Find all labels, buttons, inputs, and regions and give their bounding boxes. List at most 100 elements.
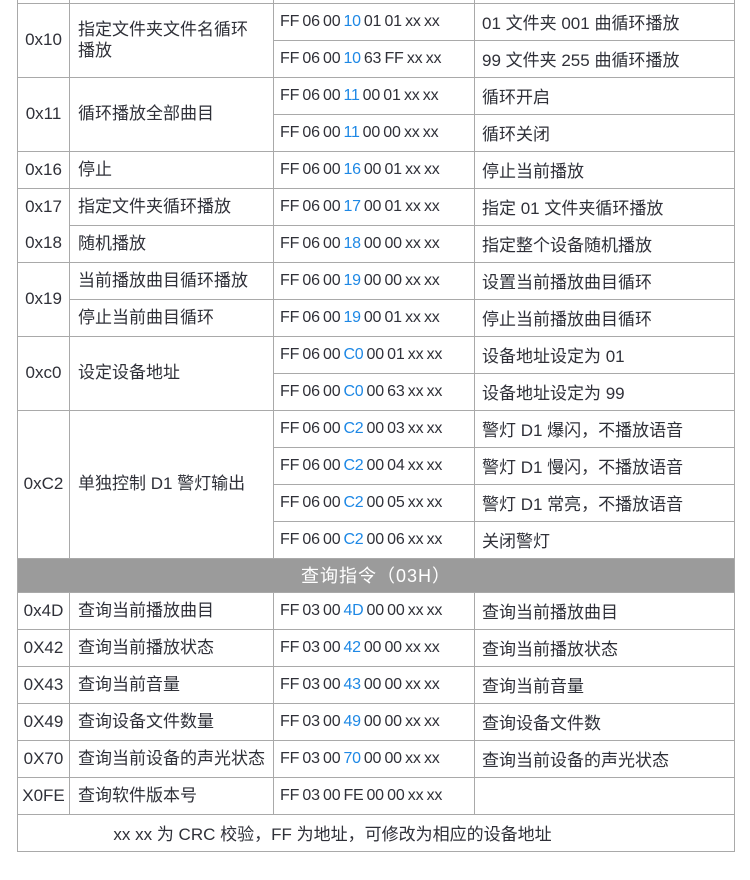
hex-opcode: FE [343, 786, 364, 804]
hex-prefix: FF 06 00 [280, 49, 341, 67]
section-header-query-commands: 查询指令（03H） [17, 557, 735, 593]
command-result-cell: 循环开启 [474, 76, 735, 115]
hex-suffix: 00 01 xx xx [366, 345, 443, 363]
hex-opcode: 19 [343, 271, 361, 289]
hex-prefix: FF 06 00 [280, 197, 341, 215]
command-bytes-cell: FF 06 00 11 00 00 xx xx [273, 113, 475, 152]
command-row: FF 06 00 C2 00 06 xx xx 关闭警灯 [18, 520, 735, 559]
hex-opcode: 18 [343, 234, 361, 252]
command-bytes-cell: FF 06 00 C0 00 63 xx xx [273, 372, 475, 411]
command-desc-cell: 指定文件夹文件名循环 播放 [69, 2, 274, 78]
command-desc-cell: 单独控制 D1 警灯输出 [69, 409, 274, 559]
command-result-cell [474, 776, 735, 815]
command-bytes-cell: FF 06 00 17 00 01 xx xx [273, 187, 475, 226]
hex-suffix: 00 05 xx xx [366, 493, 443, 511]
command-desc-cell: 当前播放曲目循环播放 [69, 261, 274, 300]
hex-opcode: C2 [343, 493, 364, 511]
hex-opcode: C0 [343, 345, 364, 363]
hex-opcode: 19 [343, 308, 361, 326]
command-result-cell: 警灯 D1 爆闪，不播放语音 [474, 409, 735, 448]
command-row: FF 06 00 10 63 FF xx xx 99 文件夹 255 曲循环播放 [18, 39, 735, 78]
hex-suffix: 00 00 xx xx [363, 712, 440, 730]
footer-section: xx xx 为 CRC 校验，FF 为地址，可修改为相应的设备地址 [17, 813, 735, 852]
command-code-cell: 0X43 [17, 665, 70, 704]
command-row: X0FE 查询软件版本号 FF 03 00 FE 00 00 xx xx [17, 776, 735, 815]
command-bytes-cell: FF 06 00 10 01 01 xx xx [273, 2, 475, 41]
command-row: 0x18 随机播放 FF 06 00 18 00 00 xx xx 指定整个设备随机… [17, 224, 735, 263]
command-code-cell: X0FE [17, 776, 70, 815]
command-code-cell: 0x11 [17, 76, 70, 152]
command-bytes-cell: FF 03 00 42 00 00 xx xx [273, 628, 475, 667]
command-code-cell: 0X49 [17, 702, 70, 741]
hex-suffix: 00 00 xx xx [363, 638, 440, 656]
command-bytes-cell: FF 06 00 11 00 01 xx xx [273, 76, 475, 115]
command-desc-cell: 停止 [69, 150, 274, 189]
hex-suffix: 00 00 xx xx [366, 786, 443, 804]
command-result-cell: 设备地址设定为 99 [474, 372, 735, 411]
command-code-cell: 0X42 [17, 628, 70, 667]
command-bytes-cell: FF 06 00 C2 00 03 xx xx [273, 409, 475, 448]
command-desc-cell: 随机播放 [69, 224, 274, 263]
control-commands-section: 0x10 指定文件夹文件名循环 播放 FF 06 00 10 01 01 xx xx… [17, 2, 735, 559]
command-code-cell: 0X70 [17, 739, 70, 778]
command-row: 0xc0 设定设备地址 FF 06 00 C0 00 01 xx xx 设备地址设定… [17, 335, 735, 411]
command-desc-cell: 查询当前播放状态 [69, 628, 274, 667]
command-bytes-cell: FF 06 00 16 00 01 xx xx [273, 150, 475, 189]
command-code-cell: 0x16 [17, 150, 70, 189]
command-result-cell: 停止当前播放曲目循环 [474, 298, 735, 337]
command-row: 0x19 当前播放曲目循环播放 FF 06 00 19 00 00 xx xx 设置… [17, 261, 735, 337]
hex-suffix: 63 FF xx xx [363, 49, 442, 67]
query-section-header: 查询指令（03H） [17, 557, 735, 593]
hex-opcode: 49 [343, 712, 361, 730]
command-row: 0X70 查询当前设备的声光状态 FF 03 00 70 00 00 xx xx 查… [17, 739, 735, 778]
hex-prefix: FF 06 00 [280, 345, 341, 363]
command-row: 0x16 停止 FF 06 00 16 00 01 xx xx 停止当前播放 [17, 150, 735, 189]
command-row: 0X49 查询设备文件数量 FF 03 00 49 00 00 xx xx 查询设备… [17, 702, 735, 741]
command-bytes-cell: FF 06 00 C0 00 01 xx xx [273, 335, 475, 374]
command-result-cell: 警灯 D1 常亮，不播放语音 [474, 483, 735, 522]
command-code-cell: 0x10 [17, 2, 70, 78]
command-bytes-cell: FF 03 00 FE 00 00 xx xx [273, 776, 475, 815]
command-result-cell: 循环关闭 [474, 113, 735, 152]
hex-opcode: 16 [343, 160, 361, 178]
command-code-cell: 0x4D [17, 591, 70, 630]
hex-prefix: FF 06 00 [280, 382, 341, 400]
hex-suffix: 00 00 xx xx [363, 675, 440, 693]
command-row: 0x17 指定文件夹循环播放 FF 06 00 17 00 01 xx xx 指定 … [17, 187, 735, 226]
hex-opcode: 70 [343, 749, 361, 767]
command-result-cell: 01 文件夹 001 曲循环播放 [474, 2, 735, 41]
hex-suffix: 00 06 xx xx [366, 530, 443, 548]
hex-suffix: 01 01 xx xx [363, 12, 440, 30]
hex-suffix: 00 01 xx xx [362, 86, 439, 104]
section-header-row: 查询指令（03H） [17, 557, 735, 593]
hex-prefix: FF 06 00 [280, 419, 341, 437]
hex-prefix: FF 06 00 [280, 308, 341, 326]
command-row: 0x4D 查询当前播放曲目 FF 03 00 4D 00 00 xx xx 查询当前… [17, 591, 735, 630]
command-desc-cell: 查询当前音量 [69, 665, 274, 704]
command-result-cell: 指定整个设备随机播放 [474, 224, 735, 263]
hex-prefix: FF 06 00 [280, 12, 341, 30]
hex-opcode: 4D [343, 601, 364, 619]
command-bytes-cell: FF 06 00 C2 00 05 xx xx [273, 483, 475, 522]
command-desc-cell: 设定设备地址 [69, 335, 274, 411]
command-table: 0x10 指定文件夹文件名循环 播放 FF 06 00 10 01 01 xx xx… [17, 0, 735, 852]
hex-opcode: C2 [343, 456, 364, 474]
hex-opcode: 10 [343, 49, 361, 67]
command-code-cell: 0xC2 [17, 409, 70, 559]
hex-prefix: FF 03 00 [280, 786, 341, 804]
command-desc-cell: 查询软件版本号 [69, 776, 274, 815]
command-result-cell: 指定 01 文件夹循环播放 [474, 187, 735, 226]
hex-prefix: FF 06 00 [280, 160, 341, 178]
command-result-cell: 查询当前音量 [474, 665, 735, 704]
command-code-cell: 0x18 [17, 224, 70, 263]
hex-suffix: 00 00 xx xx [362, 123, 439, 141]
hex-suffix: 00 01 xx xx [363, 160, 440, 178]
hex-prefix: FF 03 00 [280, 638, 341, 656]
command-desc-cell: 循环播放全部曲目 [69, 76, 274, 152]
command-result-cell: 查询当前播放曲目 [474, 591, 735, 630]
command-row: FF 06 00 11 00 00 xx xx 循环关闭 [18, 113, 735, 152]
command-code-cell: 0xc0 [17, 335, 70, 411]
hex-opcode: C2 [343, 419, 364, 437]
command-result-cell: 设备地址设定为 01 [474, 335, 735, 374]
